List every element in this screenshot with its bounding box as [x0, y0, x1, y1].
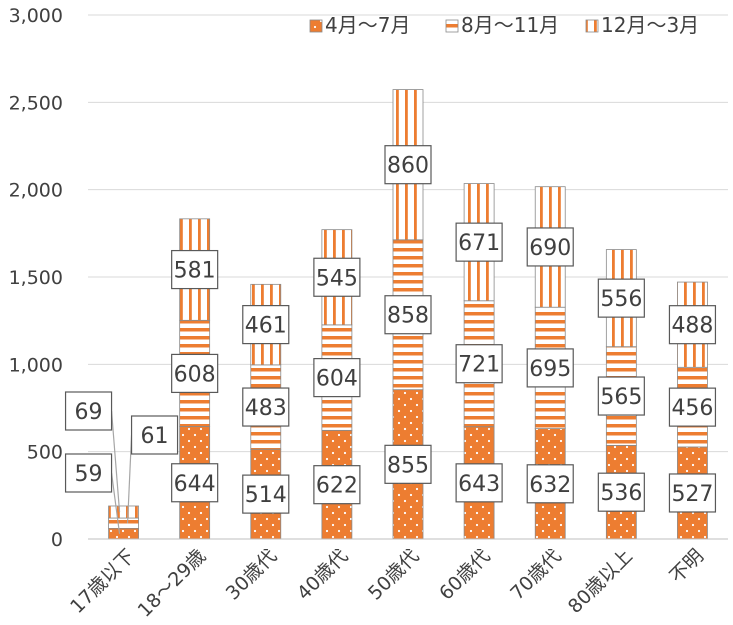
leader-line [110, 410, 121, 513]
data-label: 643 [458, 472, 500, 497]
data-label-box [668, 473, 717, 513]
data-label-box [313, 257, 361, 297]
data-label-box [64, 453, 113, 493]
data-label: 488 [671, 314, 713, 339]
data-label-box [171, 353, 219, 394]
data-label-box [668, 387, 717, 427]
data-label-box [526, 227, 574, 267]
x-category-label: 17歳以下 [66, 545, 139, 618]
data-label-box [384, 145, 432, 185]
data-label-box [668, 305, 717, 345]
data-label-box [526, 464, 574, 504]
data-label: 545 [316, 266, 358, 291]
data-label: 565 [600, 385, 642, 410]
data-label-box [597, 278, 645, 318]
data-label-box [313, 358, 361, 398]
leader-line [110, 472, 121, 534]
data-label-box [171, 463, 219, 503]
bar-segment [108, 528, 139, 540]
data-label: 604 [316, 367, 358, 392]
data-label-box [597, 472, 645, 512]
data-label-box [384, 295, 432, 335]
data-label: 69 [75, 400, 103, 425]
legend: 4月～7月 8月～11月 12月～3月 [309, 13, 699, 37]
y-tick-label: 1,500 [9, 267, 63, 289]
bar-segment [108, 505, 139, 519]
x-category-label: 18～29歳 [134, 545, 211, 621]
legend-label: 8月～11月 [461, 13, 559, 37]
legend-swatch [585, 19, 599, 33]
data-label-box [64, 391, 113, 431]
data-label: 456 [671, 396, 713, 421]
y-tick-label: 2,000 [9, 180, 63, 202]
data-label: 608 [174, 362, 216, 387]
data-label-box [130, 415, 179, 455]
data-label: 721 [458, 353, 500, 378]
data-label-box [455, 344, 503, 384]
data-label: 483 [245, 396, 287, 421]
data-label: 527 [671, 482, 713, 507]
data-label: 59 [75, 462, 103, 487]
data-label-box [526, 348, 574, 388]
data-label-box [597, 376, 645, 416]
x-category-label: 60歳代 [435, 545, 495, 605]
bar-segment [108, 517, 139, 530]
data-label: 556 [600, 287, 642, 312]
legend-swatch [309, 19, 323, 33]
data-labels: 59 61 69 644 608 581 514 483 461 622 604 545 855 858 8… [64, 145, 717, 534]
data-label: 644 [174, 472, 216, 497]
data-label: 622 [316, 474, 358, 499]
y-tick-label: 2,500 [9, 92, 63, 114]
data-label-box [455, 222, 503, 262]
data-label: 695 [529, 357, 571, 382]
data-label: 536 [600, 481, 642, 506]
x-category-label: 50歳代 [364, 545, 424, 605]
data-label: 671 [458, 231, 500, 256]
x-category-label: 80歳以上 [564, 545, 637, 618]
data-label: 61 [141, 424, 169, 449]
data-label: 855 [387, 453, 429, 478]
data-label-box [384, 444, 432, 484]
x-category-label: 不明 [666, 545, 708, 587]
leader-line [126, 434, 133, 524]
legend-label: 4月～7月 [325, 13, 410, 37]
data-label-box [171, 249, 219, 290]
data-label: 461 [245, 314, 287, 339]
data-label: 514 [245, 483, 287, 508]
y-axis: 0 500 1,000 1,500 2,000 2,500 3,000 [9, 5, 63, 551]
data-label-box [455, 463, 503, 503]
x-category-label: 30歳代 [222, 545, 282, 605]
data-label: 581 [174, 259, 216, 284]
y-tick-label: 0 [51, 529, 63, 551]
data-label-box [242, 387, 290, 427]
data-label-box [242, 474, 290, 514]
data-label: 690 [529, 236, 571, 261]
data-label-box [242, 304, 290, 345]
x-category-label: 40歳代 [293, 545, 353, 605]
data-label: 860 [387, 154, 429, 179]
data-label-box [313, 465, 361, 505]
y-tick-label: 500 [27, 442, 63, 464]
legend-label: 12月～3月 [601, 13, 699, 37]
legend-swatch [445, 19, 459, 33]
y-tick-label: 1,000 [9, 354, 63, 376]
x-category-label: 70歳代 [506, 545, 566, 605]
data-label: 632 [529, 473, 571, 498]
y-tick-label: 3,000 [9, 5, 63, 27]
data-label: 858 [387, 304, 429, 329]
